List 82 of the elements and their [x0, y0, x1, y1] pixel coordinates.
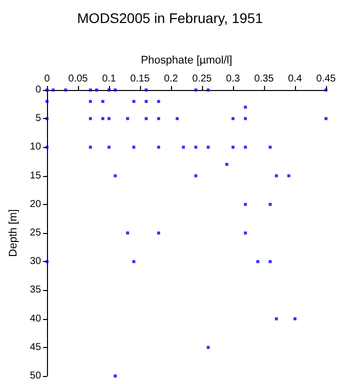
point: [88, 146, 92, 149]
point: [46, 260, 49, 264]
x-axis-title: Phosphate [µmol/l]: [140, 54, 232, 66]
point: [52, 88, 55, 92]
point: [144, 100, 148, 103]
point: [244, 117, 247, 120]
x-tick-label: 0.25: [192, 74, 212, 84]
point: [114, 88, 117, 92]
y-axis-title: Depth [m]: [8, 209, 20, 257]
point: [232, 146, 235, 149]
x-tick-label: 0.45: [316, 74, 336, 84]
point: [126, 117, 130, 120]
x-tick-label: 0.4: [288, 74, 302, 84]
x-tick-label: 0: [44, 74, 50, 84]
point: [268, 146, 272, 149]
y-tick-label: 15: [30, 170, 42, 182]
point: [232, 117, 235, 120]
point: [132, 260, 136, 264]
point: [244, 106, 247, 109]
y-tick-label: 50: [30, 370, 42, 382]
point: [194, 146, 198, 149]
x-tick-label: 0.35: [254, 74, 274, 84]
point: [108, 117, 111, 120]
point: [274, 174, 278, 178]
point: [114, 374, 117, 378]
x-tick-label: 0.05: [68, 74, 88, 84]
point: [101, 100, 104, 103]
point: [46, 146, 49, 149]
point: [108, 146, 111, 149]
point: [88, 88, 92, 92]
point: [176, 117, 179, 120]
point: [256, 260, 260, 264]
point: [194, 174, 198, 178]
point: [294, 317, 297, 320]
y-tick-label: 5: [35, 113, 42, 124]
point: [88, 117, 92, 120]
point: [144, 117, 148, 120]
point: [244, 202, 247, 206]
x-tick-label: 0.1: [102, 74, 116, 84]
point: [126, 232, 130, 234]
point: [206, 88, 210, 92]
point: [324, 88, 328, 92]
point: [46, 88, 49, 92]
point: [225, 162, 228, 166]
point: [95, 88, 98, 92]
point: [46, 100, 49, 103]
point: [108, 88, 111, 92]
point: [101, 117, 104, 120]
point: [268, 202, 272, 206]
y-tick-label: 25: [30, 228, 42, 238]
y-tick-label: 20: [30, 198, 42, 210]
point: [114, 174, 117, 178]
y-tick-label: 45: [30, 342, 42, 353]
y-tick-label: 40: [30, 313, 42, 324]
point: [182, 146, 185, 149]
point: [157, 100, 160, 103]
point: [132, 146, 136, 149]
point: [88, 100, 92, 103]
point: [132, 100, 136, 103]
y-tick-label: 35: [30, 284, 42, 296]
y-tick-label: 0: [35, 84, 42, 96]
point: [157, 232, 160, 234]
point: [64, 88, 68, 92]
x-tick-label: 0.3: [226, 74, 240, 84]
point: [206, 146, 210, 149]
point: [287, 174, 290, 178]
point: [244, 146, 247, 149]
point: [144, 88, 148, 92]
point: [194, 88, 198, 92]
point: [206, 346, 210, 349]
point: [46, 117, 49, 120]
chart-title: MODS2005 in February, 1951: [77, 10, 264, 26]
point: [268, 260, 272, 264]
y-tick-label: 10: [30, 142, 42, 153]
point: [157, 117, 160, 120]
point: [244, 232, 247, 234]
y-tick-label: 30: [30, 256, 42, 268]
x-tick-label: 0.2: [164, 74, 178, 84]
point: [274, 317, 278, 320]
point: [324, 117, 328, 120]
x-tick-label: 0.15: [130, 74, 150, 84]
point: [157, 146, 160, 149]
